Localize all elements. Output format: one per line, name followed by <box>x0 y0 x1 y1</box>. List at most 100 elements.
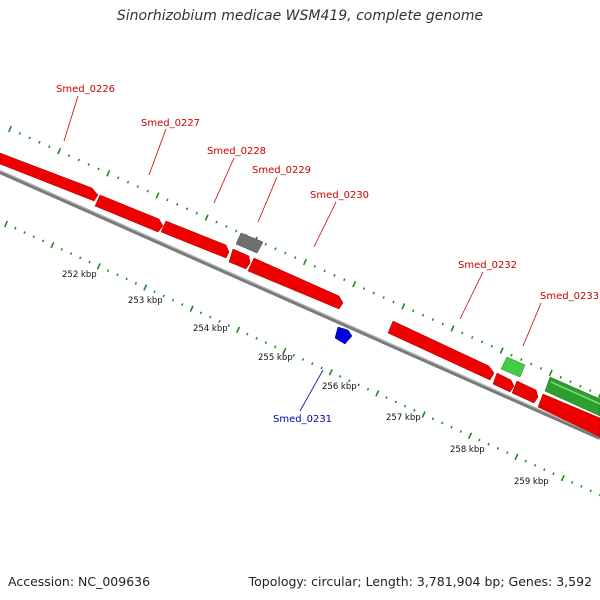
inner-ring-minor-tick <box>41 239 45 243</box>
gene-smed-0232b-arrow[interactable] <box>492 372 515 393</box>
outer-ring-major-tick <box>155 192 160 199</box>
outer-ring-minor-tick <box>48 145 51 149</box>
inner-ring-minor-tick <box>79 256 82 260</box>
label-smed-0231[interactable]: Smed_0231 <box>273 414 332 425</box>
outer-ring-minor-tick <box>146 189 149 193</box>
inner-ring-minor-tick <box>348 379 351 383</box>
gene-smed-0228-arrow[interactable] <box>160 220 230 259</box>
gene-smed-0229-arrow[interactable] <box>228 248 251 270</box>
gene-smed-0228-rna[interactable] <box>235 232 264 254</box>
kbp-label-255: 255 kbp <box>258 353 293 363</box>
label-smed-0233[interactable]: Smed_0233 <box>540 291 599 302</box>
outer-ring-major-tick <box>57 147 62 155</box>
gene-smed-0234-arrow[interactable] <box>537 393 600 438</box>
gene-highlight <box>550 381 600 405</box>
inner-ring-major-tick <box>560 474 565 482</box>
outer-ring-major-tick <box>7 125 13 133</box>
outer-ring-minor-tick <box>372 291 375 295</box>
outer-ring-minor-tick <box>294 256 297 260</box>
outer-ring-minor-tick <box>382 296 385 299</box>
outer-ring-minor-tick <box>559 375 562 379</box>
gene-smed-0234-green-arrow[interactable] <box>544 376 600 417</box>
gene-smed-0233-arrow[interactable] <box>511 380 539 404</box>
inner-ring-major-tick <box>421 411 426 418</box>
outer-ring-minor-tick <box>392 300 395 304</box>
outer-ring-major-tick <box>302 258 308 266</box>
label-connectors <box>63 95 542 412</box>
kbp-label-258: 258 kbp <box>450 445 485 455</box>
inner-ring-major-tick <box>514 453 519 461</box>
connector-smed-0230 <box>313 201 337 248</box>
outer-ring-minor-tick <box>431 318 434 322</box>
inner-ring-minor-tick <box>357 383 360 387</box>
label-smed-0230[interactable]: Smed_0230 <box>310 190 369 201</box>
position-labels: 252 kbp 253 kbp 254 kbp 255 kbp 256 kbp … <box>62 270 549 487</box>
outer-ring-major-tick <box>548 369 553 377</box>
inner-ring-minor-tick <box>478 438 481 442</box>
outer-ring-major-tick <box>352 280 357 288</box>
inner-ring-minor-tick <box>116 273 119 277</box>
inner-ring-minor-tick <box>106 269 110 273</box>
outer-ring-minor-tick <box>412 309 415 313</box>
kbp-label-257: 257 kbp <box>386 413 421 423</box>
inner-ring-minor-tick <box>552 472 555 476</box>
outer-ring-major-tick <box>450 325 455 332</box>
outer-ring-major-tick <box>597 393 600 399</box>
inner-ring-major-tick <box>189 305 194 312</box>
outer-ring-minor-tick <box>215 220 218 224</box>
inner-ring-minor-tick <box>162 294 165 298</box>
outer-ring-major-tick <box>499 347 504 354</box>
outer-ring-minor-tick <box>67 154 71 158</box>
inner-ring-minor-tick <box>496 446 500 450</box>
outer-ring-minor-tick <box>333 273 336 277</box>
outer-ring-minor-tick <box>38 140 41 144</box>
inner-ring-minor-tick <box>533 463 537 467</box>
outer-ring-minor-tick <box>441 322 444 326</box>
gene-smed-0232-arrow[interactable] <box>387 320 495 381</box>
inner-ring-minor-tick <box>125 277 128 281</box>
label-smed-0228[interactable]: Smed_0228 <box>207 146 266 157</box>
inner-ring-minor-tick <box>450 425 453 429</box>
connector-smed-0232 <box>459 271 484 320</box>
kbp-label-256: 256 kbp <box>322 382 357 392</box>
inner-ring-minor-tick <box>403 404 407 408</box>
outer-ring-minor-tick <box>480 340 484 344</box>
inner-ring-minor-tick <box>506 451 509 455</box>
inner-ring-minor-tick <box>385 396 388 400</box>
label-smed-0232[interactable]: Smed_0232 <box>458 260 517 271</box>
connector-smed-0226 <box>63 95 79 142</box>
inner-ring-minor-tick <box>274 345 277 349</box>
outer-ring-minor-tick <box>490 344 493 348</box>
inner-ring-minor-tick <box>171 298 175 302</box>
inner-ring-minor-tick <box>366 387 370 391</box>
outer-ring-minor-tick <box>461 331 464 335</box>
gene-smed-0227-arrow[interactable] <box>94 194 164 233</box>
label-smed-0227[interactable]: Smed_0227 <box>141 118 200 129</box>
outer-ring-minor-tick <box>28 136 31 140</box>
inner-ring-minor-tick <box>134 281 138 285</box>
gene-smed-0233-pseudo[interactable] <box>500 356 526 378</box>
outer-ring-minor-tick <box>471 335 474 339</box>
outer-ring-minor-tick <box>313 264 316 268</box>
inner-ring-minor-tick <box>413 408 416 412</box>
outer-ring-minor-tick <box>530 362 533 366</box>
inner-ring-major-tick <box>235 326 241 334</box>
inner-ring-minor-tick <box>14 226 17 230</box>
inner-ring-minor-tick <box>199 311 203 315</box>
connector-smed-0227 <box>148 128 167 176</box>
outer-ring-minor-tick <box>18 131 21 135</box>
gene-smed-0226-arrow[interactable] <box>0 152 99 202</box>
gene-smed-0231-feature[interactable] <box>334 326 353 345</box>
label-smed-0226[interactable]: Smed_0226 <box>56 84 115 95</box>
inner-ring-minor-tick <box>227 324 230 327</box>
inner-ring-major-tick <box>96 263 101 270</box>
inner-ring-minor-tick <box>338 374 342 378</box>
inner-ring-minor-tick <box>264 341 268 345</box>
gene-smed-0230-arrow[interactable] <box>247 257 344 310</box>
inner-ring-minor-tick <box>441 421 444 425</box>
outer-ring-major-tick <box>204 214 209 221</box>
label-smed-0229[interactable]: Smed_0229 <box>252 165 311 176</box>
kbp-label-253: 253 kbp <box>128 296 163 306</box>
inner-ring-minor-tick <box>487 442 490 446</box>
accession-text: Accession: NC_009636 <box>8 574 151 589</box>
